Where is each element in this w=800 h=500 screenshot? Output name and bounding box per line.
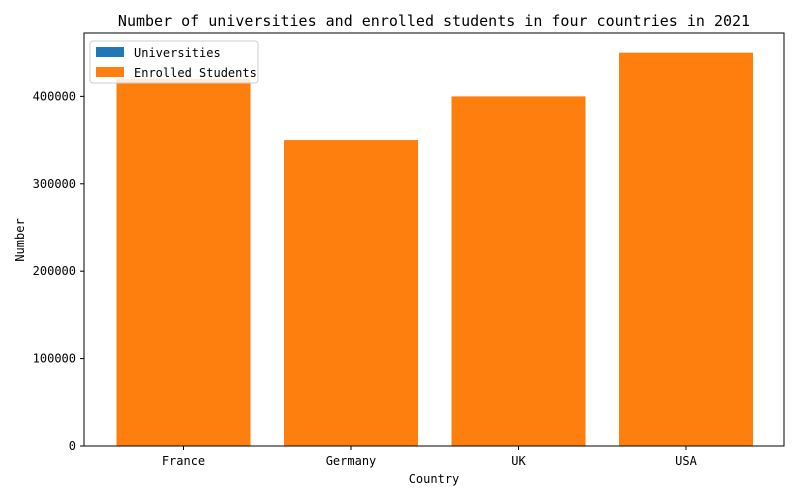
x-axis-label: Country (409, 472, 460, 486)
bar-enrolled-students-france (116, 78, 251, 446)
plot-area: 0 100000 200000 300000 400000 France Germany U… (33, 32, 785, 468)
x-axis: France Germany UK USA (162, 446, 698, 468)
bar-enrolled-students-usa (619, 52, 753, 447)
legend-swatch-universities (96, 47, 124, 57)
y-axis: 0 100000 200000 300000 400000 (33, 89, 84, 453)
x-tick-label-germany: Germany (326, 454, 377, 468)
y-tick-label: 0 (69, 439, 76, 453)
y-tick-label: 300000 (33, 177, 76, 191)
y-tick-label: 200000 (33, 264, 76, 278)
y-tick-label: 100000 (33, 352, 76, 366)
bars (116, 52, 753, 447)
plot-frame (83, 32, 785, 447)
legend-swatch-enrolled-students (96, 67, 124, 77)
y-axis-label: Number (13, 218, 27, 261)
y-tick-label: 400000 (33, 89, 76, 103)
x-tick-label-france: France (162, 454, 205, 468)
chart-title: Number of universities and enrolled stud… (118, 12, 750, 30)
legend: Universities Enrolled Students (89, 40, 259, 84)
x-tick-label-uk: UK (511, 454, 526, 468)
bar-enrolled-students-germany (284, 140, 418, 446)
legend-label-universities: Universities (134, 46, 221, 60)
legend-label-enrolled-students: Enrolled Students (134, 66, 257, 80)
x-tick-label-usa: USA (675, 454, 697, 468)
legend-frame (89, 40, 259, 84)
bar-enrolled-students-uk (451, 96, 586, 447)
